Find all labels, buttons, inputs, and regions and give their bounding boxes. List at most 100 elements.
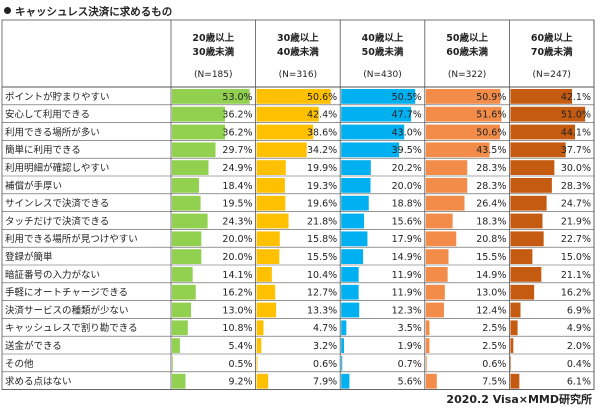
bar — [172, 160, 209, 175]
bar — [341, 89, 416, 104]
bar — [341, 320, 347, 336]
bar — [425, 302, 444, 318]
value-label: 53.0% — [222, 92, 252, 103]
value-label: 50.6% — [476, 127, 506, 138]
value-label: 15.5% — [476, 252, 506, 263]
bar — [510, 249, 533, 264]
value-label: 21.1% — [561, 270, 591, 281]
value-label: 28.3% — [561, 181, 591, 192]
value-label: 3.5% — [398, 323, 422, 334]
value-label: 13.0% — [476, 288, 506, 299]
row-label: その他 — [5, 358, 34, 370]
bar — [425, 124, 500, 140]
value-label: 44.1% — [561, 127, 591, 138]
chart-title: キャッシュレス決済に求めるもの — [4, 4, 172, 19]
value-label: 15.8% — [307, 234, 337, 245]
row-label: 簡単に利用できる — [5, 144, 81, 156]
bar — [172, 373, 186, 389]
bar — [172, 213, 208, 229]
bar — [510, 356, 511, 371]
bar — [341, 124, 405, 140]
bar — [341, 106, 412, 122]
value-label: 30.0% — [561, 163, 591, 174]
value-label: 36.2% — [222, 127, 252, 138]
bar — [341, 267, 359, 282]
row-label: 求める点はない — [5, 376, 72, 388]
bar — [510, 142, 566, 158]
header-age-to: 60歳未満 — [446, 46, 488, 58]
bar — [172, 195, 201, 211]
value-label: 6.1% — [567, 377, 591, 388]
value-label: 20.0% — [392, 181, 422, 192]
value-label: 28.3% — [476, 181, 506, 192]
bar — [425, 142, 490, 158]
bar — [341, 160, 371, 175]
row-label: 補償が手厚い — [5, 180, 62, 192]
bar — [256, 249, 280, 264]
bar — [256, 213, 289, 229]
header-sample-size: (N=322) — [448, 70, 486, 80]
value-label: 21.9% — [561, 216, 591, 227]
bar — [510, 213, 543, 229]
row-label: タッチだけで決済できる — [5, 215, 109, 227]
bar — [425, 320, 430, 336]
bar — [341, 178, 371, 193]
bar — [510, 284, 535, 300]
value-label: 7.9% — [313, 377, 337, 388]
value-label: 24.9% — [222, 163, 252, 174]
bar — [425, 249, 449, 264]
bar — [256, 178, 285, 193]
value-label: 5.6% — [398, 377, 422, 388]
bar — [425, 213, 453, 229]
value-label: 10.4% — [307, 270, 337, 281]
value-label: 43.0% — [392, 127, 422, 138]
bar — [172, 338, 180, 353]
value-label: 24.7% — [561, 199, 591, 210]
row-label: 暗証番号の入力がない — [5, 269, 100, 281]
row-label: 安心して利用できる — [5, 109, 90, 121]
header-sample-size: (N=430) — [363, 70, 401, 80]
header-age-to: 50歳未満 — [362, 46, 404, 58]
header-age-from: 50歳以上 — [446, 32, 488, 44]
value-label: 17.9% — [392, 234, 422, 245]
bar — [425, 231, 457, 247]
row-label: 利用できる場所が多い — [5, 126, 100, 138]
row-label: サインレスで決済できる — [5, 198, 109, 210]
row-label: キャッシュレスで割り勘できる — [5, 322, 138, 334]
header-sample-size: (N=316) — [279, 70, 317, 80]
header-age-to: 30歳未満 — [192, 46, 234, 58]
header-sample-size: (N=247) — [532, 70, 570, 80]
value-label: 11.9% — [392, 288, 422, 299]
value-label: 1.9% — [398, 341, 422, 352]
value-label: 19.6% — [307, 199, 337, 210]
bar — [256, 160, 286, 175]
value-label: 7.5% — [482, 377, 506, 388]
bar — [341, 356, 343, 371]
bar — [256, 338, 262, 353]
value-label: 3.2% — [313, 341, 337, 352]
bar — [425, 284, 445, 300]
header-sample-size: (N=185) — [194, 70, 232, 80]
bar — [510, 195, 547, 211]
value-label: 11.9% — [392, 270, 422, 281]
bar — [172, 284, 196, 300]
value-label: 19.5% — [222, 199, 252, 210]
bar — [172, 142, 216, 158]
bar — [172, 178, 199, 193]
value-label: 2.5% — [482, 323, 506, 334]
bar — [510, 89, 573, 104]
bar — [341, 213, 365, 229]
bar — [172, 249, 202, 264]
bar — [256, 142, 307, 158]
value-label: 36.2% — [222, 110, 252, 121]
row-label: 送金ができる — [5, 340, 62, 352]
value-label: 50.9% — [476, 92, 506, 103]
value-label: 38.6% — [307, 127, 337, 138]
value-label: 37.7% — [561, 145, 591, 156]
bar — [425, 373, 437, 389]
value-label: 19.9% — [307, 163, 337, 174]
value-label: 20.8% — [476, 234, 506, 245]
value-label: 18.8% — [392, 199, 422, 210]
value-label: 24.3% — [222, 216, 252, 227]
bar — [172, 356, 173, 371]
